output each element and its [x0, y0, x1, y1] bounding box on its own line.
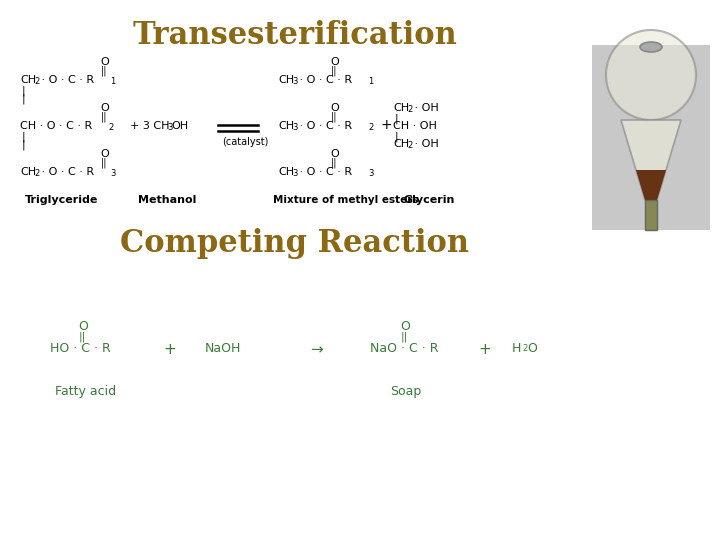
Text: Competing Reaction: Competing Reaction: [120, 228, 469, 259]
Text: Mixture of methyl esters: Mixture of methyl esters: [273, 195, 418, 205]
Text: CH: CH: [278, 167, 294, 177]
Text: · OH: · OH: [411, 139, 438, 149]
Text: CH: CH: [393, 103, 409, 113]
Text: 3: 3: [292, 77, 297, 86]
Text: 3: 3: [292, 123, 297, 132]
Text: 2: 2: [407, 141, 413, 150]
Text: CH: CH: [278, 75, 294, 85]
Text: ||: ||: [79, 332, 86, 342]
Text: 3: 3: [110, 169, 115, 178]
Text: +: +: [163, 342, 176, 357]
Polygon shape: [636, 170, 666, 200]
Text: |: |: [22, 85, 26, 96]
Text: |: |: [22, 131, 26, 141]
Text: Glycerin: Glycerin: [403, 195, 454, 205]
Bar: [645, 200, 657, 230]
Text: Methanol: Methanol: [138, 195, 197, 205]
Text: Fatty acid: Fatty acid: [55, 385, 116, 398]
Polygon shape: [621, 120, 681, 200]
Text: ||: ||: [331, 158, 338, 168]
Text: 1: 1: [110, 77, 115, 86]
Text: 2: 2: [108, 123, 113, 132]
Text: |: |: [22, 94, 26, 105]
Text: O: O: [400, 320, 410, 333]
Text: O: O: [100, 149, 109, 159]
Text: H: H: [512, 342, 521, 355]
Text: ||: ||: [331, 112, 338, 123]
Text: O: O: [78, 320, 88, 333]
Text: O: O: [100, 57, 109, 67]
Text: · O · C · R: · O · C · R: [296, 121, 352, 131]
Text: ||: ||: [101, 112, 107, 123]
Text: 3: 3: [292, 169, 297, 178]
Text: NaO · C · R: NaO · C · R: [370, 342, 438, 355]
Text: ||: ||: [101, 158, 107, 168]
Text: O: O: [330, 103, 338, 113]
Text: 2: 2: [368, 123, 373, 132]
Text: O: O: [527, 342, 537, 355]
Text: OH: OH: [171, 121, 188, 131]
Text: |: |: [395, 131, 399, 141]
Bar: [592, 45, 710, 230]
Polygon shape: [606, 30, 696, 120]
Text: ||: ||: [331, 66, 338, 77]
Text: +: +: [479, 342, 491, 357]
Text: ||: ||: [101, 66, 107, 77]
Text: 3: 3: [167, 123, 172, 132]
Text: 1: 1: [368, 77, 373, 86]
Text: Soap: Soap: [390, 385, 421, 398]
Text: O: O: [330, 57, 338, 67]
Text: · O · C · R: · O · C · R: [38, 167, 94, 177]
Text: · O · C · R: · O · C · R: [296, 75, 352, 85]
Text: HO · C · R: HO · C · R: [50, 342, 111, 355]
Text: →: →: [310, 342, 323, 357]
Text: |: |: [395, 113, 399, 124]
Text: 2: 2: [34, 169, 40, 178]
Text: 2: 2: [34, 77, 40, 86]
Text: · O · C · R: · O · C · R: [38, 75, 94, 85]
Text: NaOH: NaOH: [205, 342, 241, 355]
Text: CH · OH: CH · OH: [393, 121, 437, 131]
Text: ||: ||: [401, 332, 408, 342]
Text: 2: 2: [522, 344, 527, 353]
Text: O: O: [100, 103, 109, 113]
Text: O: O: [330, 149, 338, 159]
Text: |: |: [22, 140, 26, 151]
Text: Triglyceride: Triglyceride: [25, 195, 99, 205]
Text: +: +: [381, 118, 392, 132]
Text: CH · O · C · R: CH · O · C · R: [20, 121, 92, 131]
Text: CH: CH: [393, 139, 409, 149]
Text: CH: CH: [20, 167, 36, 177]
Text: · O · C · R: · O · C · R: [296, 167, 352, 177]
Text: CH: CH: [278, 121, 294, 131]
Text: · OH: · OH: [411, 103, 438, 113]
Text: + 3 CH: + 3 CH: [130, 121, 169, 131]
Text: 3: 3: [368, 169, 374, 178]
Text: Transesterification: Transesterification: [132, 20, 457, 51]
Ellipse shape: [640, 42, 662, 52]
Text: CH: CH: [20, 75, 36, 85]
Text: 2: 2: [407, 105, 413, 114]
Text: (catalyst): (catalyst): [222, 137, 269, 147]
